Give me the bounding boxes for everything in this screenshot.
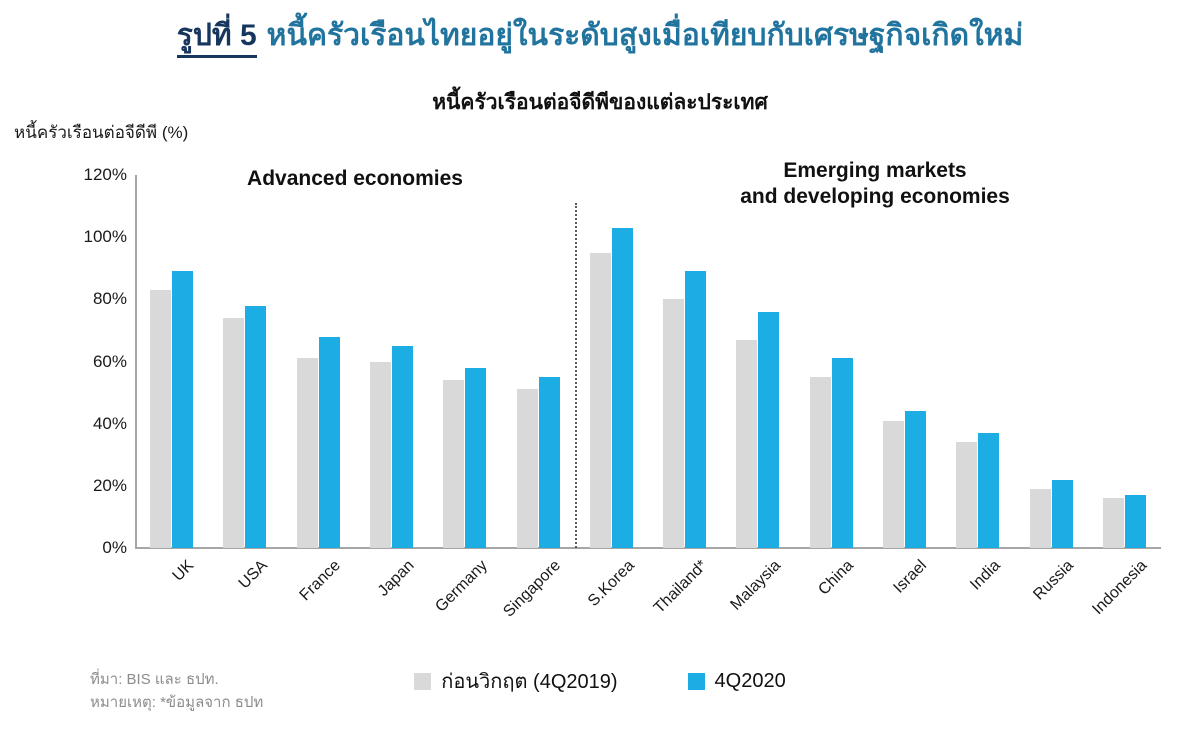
x-label-japan: Japan (374, 557, 418, 600)
bar-4q2019-uk (150, 290, 172, 548)
bar-4q2019-india (956, 442, 978, 548)
bar-4q2020-uk (172, 271, 194, 548)
bar-4q2020-japan (392, 345, 413, 548)
bar-4q2020-germany (465, 367, 487, 548)
y-tick-label-100: 100% (83, 227, 127, 247)
bar-4q2019-thailand (663, 299, 685, 548)
bar-4q2019-indonesia (1102, 498, 1124, 548)
figure-title-text: หนี้ครัวเรือนไทยอยู่ในระดับสูงเมื่อเทียบ… (266, 19, 1024, 52)
y-tick-label-120: 120% (83, 165, 127, 184)
chart-legend: ก่อนวิกฤต (4Q2019) 4Q2020 (0, 665, 1200, 697)
bar-4q2020-israel (905, 411, 926, 548)
y-tick-label-40: 40% (92, 413, 127, 433)
bar-4q2019-russia (1029, 488, 1051, 548)
x-label-malaysia: Malaysia (727, 557, 784, 614)
section-heading-advanced: Advanced economies (247, 167, 463, 190)
bar-4q2019-israel (883, 420, 904, 548)
x-label-indonesia: Indonesia (1089, 557, 1151, 619)
bar-4q2019-germany (443, 380, 465, 548)
bar-4q2020-india (978, 433, 1000, 548)
bar-4q2019-france (296, 358, 318, 548)
bar-4q2020-indonesia (1124, 495, 1146, 548)
section-heading-emerging-line2: and developing economies (740, 185, 1010, 209)
legend-swatch-4q2019 (414, 672, 432, 690)
bar-4q2019-japan (370, 361, 391, 548)
bar-4q2019-singapore (516, 389, 538, 548)
x-label-uk: UK (169, 557, 198, 585)
legend-label-4q2020: 4Q2020 (714, 669, 786, 692)
bar-4q2020-malaysia (758, 311, 780, 548)
legend-item-4q2019: ก่อนวิกฤต (4Q2019) (414, 665, 618, 697)
section-heading-emerging: Emerging markets and developing economie… (575, 158, 1175, 211)
x-label-india: India (967, 557, 1004, 594)
bar-4q2020-usa (245, 305, 267, 548)
section-heading-emerging-line1: Emerging markets (783, 159, 967, 182)
y-axis-line (135, 175, 137, 548)
y-tick-label-80: 80% (92, 289, 127, 309)
legend-item-4q2020: 4Q2020 (687, 669, 786, 693)
source-note: ที่มา: BIS และ ธปท. (90, 671, 219, 688)
bar-4q2020-france (318, 336, 340, 548)
bar-4q2019-skorea (589, 252, 611, 548)
x-label-thailand: Thailand* (650, 557, 711, 617)
x-label-china: China (815, 557, 858, 599)
x-label-skorea: S.Korea (584, 557, 638, 610)
x-label-usa: USA (235, 557, 271, 593)
x-label-france: France (297, 557, 345, 605)
y-axis-unit-label: หนี้ครัวเรือนต่อจีดีพี (%) (14, 123, 189, 142)
bar-4q2019-china (809, 377, 831, 548)
figure-number-label: รูปที่ 5 (176, 19, 257, 58)
footnotes: ที่มา: BIS และ ธปท. หมายเหตุ: *ข้อมูลจาก… (90, 668, 263, 715)
y-tick-label-60: 60% (92, 351, 127, 371)
legend-label-4q2019: ก่อนวิกฤต (4Q2019) (441, 671, 618, 693)
bar-4q2020-singapore (538, 377, 560, 548)
bar-4q2020-thailand (685, 271, 707, 548)
remark-note: หมายเหตุ: *ข้อมูลจาก ธปท (90, 694, 264, 712)
x-label-germany: Germany (432, 557, 491, 616)
bar-4q2019-usa (223, 317, 245, 548)
y-tick-label-0: 0% (102, 538, 127, 557)
x-label-singapore: Singapore (500, 557, 565, 621)
bar-4q2020-china (831, 358, 853, 548)
bar-4q2020-russia (1051, 479, 1073, 548)
group-divider-dashed-line (575, 203, 577, 548)
x-label-russia: Russia (1030, 557, 1078, 604)
plot-area (135, 175, 1161, 548)
y-tick-label-20: 20% (92, 475, 127, 495)
bar-4q2020-skorea (611, 227, 633, 548)
figure-title: รูปที่ 5 หนี้ครัวเรือนไทยอยู่ในระดับสูงเม… (0, 12, 1200, 59)
chart-subtitle: หนี้ครัวเรือนต่อจีดีพีของแต่ละประเทศ (432, 91, 768, 114)
bar-4q2019-malaysia (736, 339, 758, 548)
legend-swatch-4q2020 (687, 672, 705, 690)
x-label-israel: Israel (890, 557, 931, 597)
x-axis-line (135, 547, 1161, 549)
